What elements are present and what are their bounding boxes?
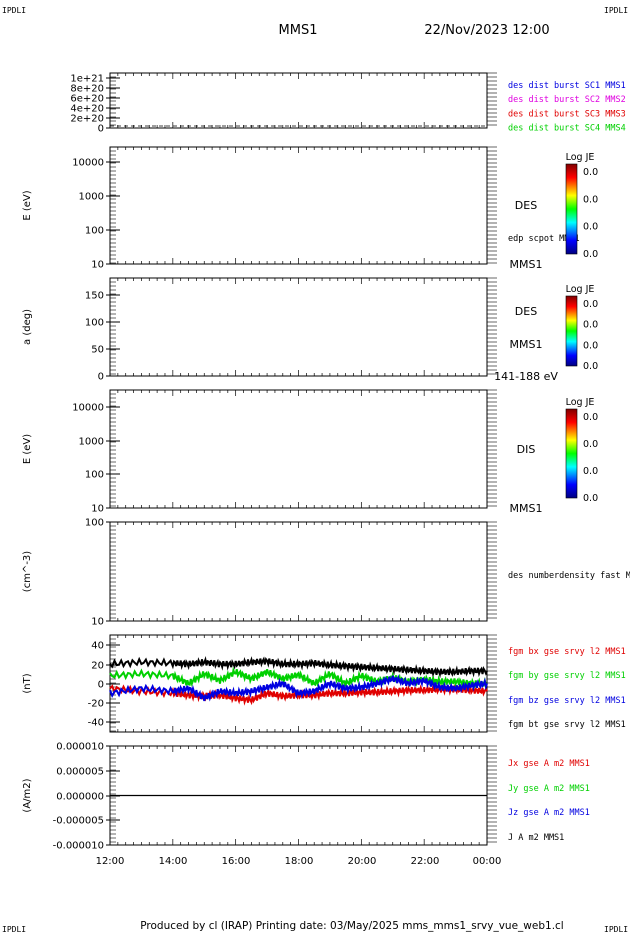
footer-text: Produced by cl (IRAP) Printing date: 03/… — [140, 920, 563, 932]
y-tick-label: 0 — [98, 372, 104, 383]
plot-frame — [109, 277, 488, 377]
legend-entry: fgm bx gse srvy l2 MMS1 — [508, 647, 626, 657]
colorbar-title: Log JE — [566, 397, 595, 408]
x-tick-label: 22:00 — [411, 856, 440, 867]
y-tick-label: 10 — [91, 260, 104, 271]
colorbar-tick-label: 0.0 — [583, 194, 598, 205]
y-tick-label: 100 — [85, 518, 104, 529]
colorbar — [565, 163, 578, 255]
corner-label-tl: IPDLI — [2, 6, 26, 15]
legend-entry: des dist burst SC2 MMS2 — [508, 95, 626, 105]
y-tick-label: 150 — [85, 291, 104, 302]
y-tick-label: 1000 — [79, 437, 104, 448]
y-tick-label: 10 — [91, 504, 104, 515]
series-line — [109, 656, 488, 679]
y-tick-label: 100 — [85, 226, 104, 237]
x-tick-label: 00:00 — [473, 856, 502, 867]
panel-label: MMS1 — [510, 338, 543, 351]
x-tick-label: 20:00 — [348, 856, 377, 867]
legend-entry: Jy gse A m2 MMS1 — [508, 784, 590, 794]
legend-entry: Jz gse A m2 MMS1 — [508, 808, 590, 818]
corner-label-br: IPDLI — [604, 925, 628, 934]
y-tick-label: -0.000005 — [53, 816, 104, 827]
y-tick-label: 0 — [98, 124, 104, 135]
colorbar-tick-label: 0.0 — [583, 466, 598, 477]
colorbar-tick-label: 0.0 — [583, 299, 598, 310]
panel-label: DES — [515, 199, 537, 212]
x-tick-label: 14:00 — [159, 856, 188, 867]
panel-label: DES — [515, 305, 537, 318]
y-axis-label: a (deg) — [22, 309, 33, 345]
y-tick-label: 8e+20 — [70, 84, 104, 95]
plot-frame — [109, 146, 488, 265]
colorbar-tick-label: 0.0 — [583, 361, 598, 372]
colorbar-tick-label: 0.0 — [583, 167, 598, 178]
corner-label-tr: IPDLI — [604, 6, 628, 15]
y-tick-label: 10000 — [72, 403, 104, 414]
series-line — [109, 674, 488, 702]
legend-entry: fgm by gse srvy l2 MMS1 — [508, 671, 626, 681]
series-line — [109, 666, 488, 689]
y-tick-label: 6e+20 — [70, 94, 104, 105]
y-tick-label: 0 — [98, 680, 104, 691]
y-axis-label: E (eV) — [22, 190, 33, 220]
panel-label: MMS1 — [510, 502, 543, 515]
panel-label: DIS — [517, 443, 536, 456]
y-tick-label: 0.000000 — [56, 792, 104, 803]
colorbar-tick-label: 0.0 — [583, 439, 598, 450]
date-time: 22/Nov/2023 12:00 — [424, 23, 549, 38]
y-tick-label: 0.000010 — [56, 742, 104, 753]
legend-entry: J A m2 MMS1 — [508, 833, 564, 843]
y-tick-label: -40 — [88, 718, 104, 729]
y-axis-label: E (eV) — [22, 434, 33, 464]
colorbar — [565, 408, 578, 499]
x-tick-label: 16:00 — [222, 856, 251, 867]
x-tick-label: 18:00 — [285, 856, 314, 867]
y-tick-label: 1000 — [79, 192, 104, 203]
colorbar-tick-label: 0.0 — [583, 320, 598, 331]
y-axis-label: (A/m2) — [22, 778, 33, 812]
y-tick-label: 10 — [91, 617, 104, 628]
colorbar — [565, 295, 578, 367]
colorbar-tick-label: 0.0 — [583, 222, 598, 233]
panel-label: edp scpot MMS1 — [508, 234, 580, 244]
colorbar-tick-label: 0.0 — [583, 493, 598, 504]
plot-frame — [109, 389, 488, 509]
y-tick-label: 2e+20 — [70, 114, 104, 125]
y-tick-label: 100 — [85, 470, 104, 481]
plot-frame — [109, 72, 488, 129]
colorbar-tick-label: 0.0 — [583, 249, 598, 260]
colorbar-title: Log JE — [566, 284, 595, 295]
y-tick-label: 1e+21 — [70, 74, 104, 85]
y-tick-label: 50 — [91, 345, 104, 356]
corner-label-bl: IPDLI — [2, 925, 26, 934]
legend-entry: Jx gse A m2 MMS1 — [508, 759, 590, 769]
plot-frame — [109, 521, 488, 622]
colorbar-tick-label: 0.0 — [583, 412, 598, 423]
y-tick-label: 100 — [85, 318, 104, 329]
page-title: MMS1 — [279, 23, 318, 38]
colorbar-title: Log JE — [566, 152, 595, 163]
y-tick-label: -0.000010 — [53, 841, 104, 852]
y-tick-label: 0.000005 — [56, 767, 104, 778]
legend-entry: des numberdensity fast M — [508, 571, 630, 581]
y-axis-label: (cm^-3) — [22, 551, 33, 592]
y-tick-label: 40 — [91, 641, 104, 652]
legend-entry: fgm bt gse srvy l2 MMS1 — [508, 720, 626, 730]
y-tick-label: 20 — [91, 661, 104, 672]
y-tick-label: 10000 — [72, 158, 104, 169]
legend-entry: des dist burst SC1 MMS1 — [508, 81, 626, 91]
panel-label: 141-188 eV — [494, 370, 558, 383]
legend-entry: des dist burst SC4 MMS4 — [508, 124, 626, 134]
y-tick-label: 4e+20 — [70, 104, 104, 115]
x-tick-label: 12:00 — [96, 856, 125, 867]
panel-label: MMS1 — [510, 258, 543, 271]
y-tick-label: -20 — [88, 699, 104, 710]
legend-entry: fgm bz gse srvy l2 MMS1 — [508, 696, 626, 706]
legend-entry: des dist burst SC3 MMS3 — [508, 109, 626, 119]
colorbar-tick-label: 0.0 — [583, 340, 598, 351]
y-axis-label: (nT) — [22, 673, 33, 693]
